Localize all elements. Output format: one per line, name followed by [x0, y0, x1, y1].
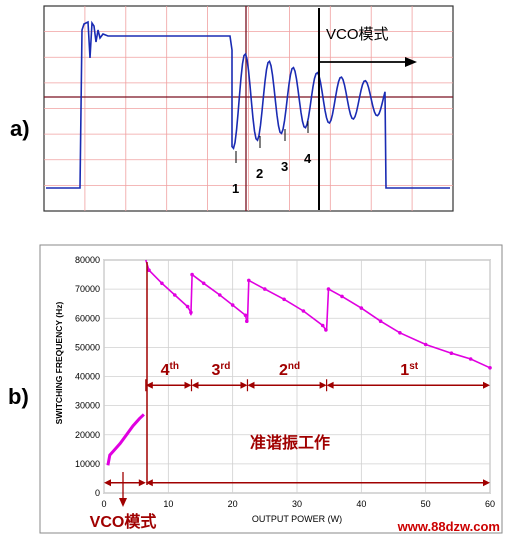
data-point [488, 366, 492, 370]
data-point [449, 351, 454, 356]
y-tick-label: 30000 [75, 401, 100, 411]
panel-b-grid [103, 259, 491, 494]
y-tick-label: 0 [95, 488, 100, 498]
data-point [301, 309, 306, 313]
range-arrow-head [145, 381, 153, 389]
data-point [230, 303, 235, 307]
panel-a-label: a) [10, 116, 30, 141]
range-arrow-head [483, 381, 490, 389]
panel-b-vco-label: VCO模式 [90, 512, 157, 531]
y-tick-label: 70000 [75, 284, 100, 294]
x-tick-label: 50 [421, 499, 431, 509]
data-point [218, 293, 222, 297]
valley-label: 1 [232, 181, 239, 196]
data-point [320, 323, 325, 328]
panel-a-waveform [46, 20, 450, 189]
data-point [340, 294, 344, 299]
range-arrow-head [319, 381, 327, 389]
valley-label: 4 [304, 151, 312, 166]
y-tick-label: 20000 [75, 430, 100, 440]
data-point [359, 306, 364, 310]
valley-label: 3 [281, 159, 288, 174]
panel-a-vco-arrow-head [405, 57, 417, 67]
range-arrow-head [483, 479, 490, 487]
panel-b-label: b) [8, 384, 29, 409]
panel-a: VCO模式 1 2 3 4 a) [10, 5, 454, 212]
valley-range-label: 1st [400, 361, 418, 379]
y-axis-label: SWITCHING FREQUENCY (Hz) [54, 302, 64, 425]
x-axis-label: OUTPUT POWER (W) [252, 514, 342, 524]
valley-range-label: 4th [161, 361, 179, 379]
range-arrow-head [191, 381, 199, 389]
range-arrow-head [104, 479, 111, 487]
y-tick-label: 50000 [75, 342, 100, 352]
data-point [160, 281, 164, 286]
data-point [468, 357, 473, 361]
range-arrow-head [247, 381, 255, 389]
series-segment [106, 413, 145, 466]
x-tick-label: 40 [356, 499, 366, 509]
valley-range-label: 3rd [211, 361, 230, 379]
watermark: www.88dzw.com [397, 519, 500, 534]
range-arrow-head [145, 479, 153, 487]
x-tick-label: 60 [485, 499, 495, 509]
data-point [398, 331, 402, 335]
y-tick-label: 10000 [75, 459, 100, 469]
data-point [423, 342, 428, 347]
range-arrow-head [326, 381, 334, 389]
y-tick-label: 80000 [75, 255, 100, 265]
data-point [326, 287, 331, 291]
range-arrow-head [184, 381, 192, 389]
panel-b: 0 10 20 30 40 50 60 0 10000 20000 30000 40000 50000 6… [8, 244, 503, 534]
data-point [243, 313, 248, 318]
data-point [185, 304, 190, 309]
data-point [173, 293, 177, 297]
series-segment [325, 287, 491, 369]
panel-b-ticks: 0 10 20 30 40 50 60 0 10000 20000 30000 40000 50000 6… [75, 255, 495, 509]
panel-b-series [106, 259, 492, 466]
data-point [201, 281, 206, 286]
panel-a-grid [44, 6, 453, 211]
y-tick-label: 40000 [75, 372, 100, 382]
vco-pointer-head [119, 498, 127, 507]
y-tick-label: 60000 [75, 313, 100, 323]
range-arrow-head [240, 381, 248, 389]
data-point [247, 278, 251, 283]
data-point [147, 268, 151, 273]
x-tick-label: 20 [228, 499, 238, 509]
panel-b-range-arrows: 4th 3rd 2nd 1st [104, 361, 490, 487]
range-arrow-head [138, 479, 146, 487]
data-point [378, 319, 383, 324]
valley-range-label: 2nd [279, 361, 300, 379]
panel-a-vco-label: VCO模式 [326, 26, 389, 43]
valley-label: 2 [256, 166, 263, 181]
data-point [263, 287, 267, 291]
qr-operation-label: 准谐振工作 [250, 433, 330, 452]
x-tick-label: 30 [292, 499, 302, 509]
data-point [190, 272, 194, 277]
panel-a-valley-markers: 1 2 3 4 [232, 121, 312, 196]
x-tick-label: 10 [163, 499, 173, 509]
x-tick-label: 0 [101, 499, 106, 509]
panel-b-frame [39, 244, 503, 534]
data-point [282, 297, 286, 302]
